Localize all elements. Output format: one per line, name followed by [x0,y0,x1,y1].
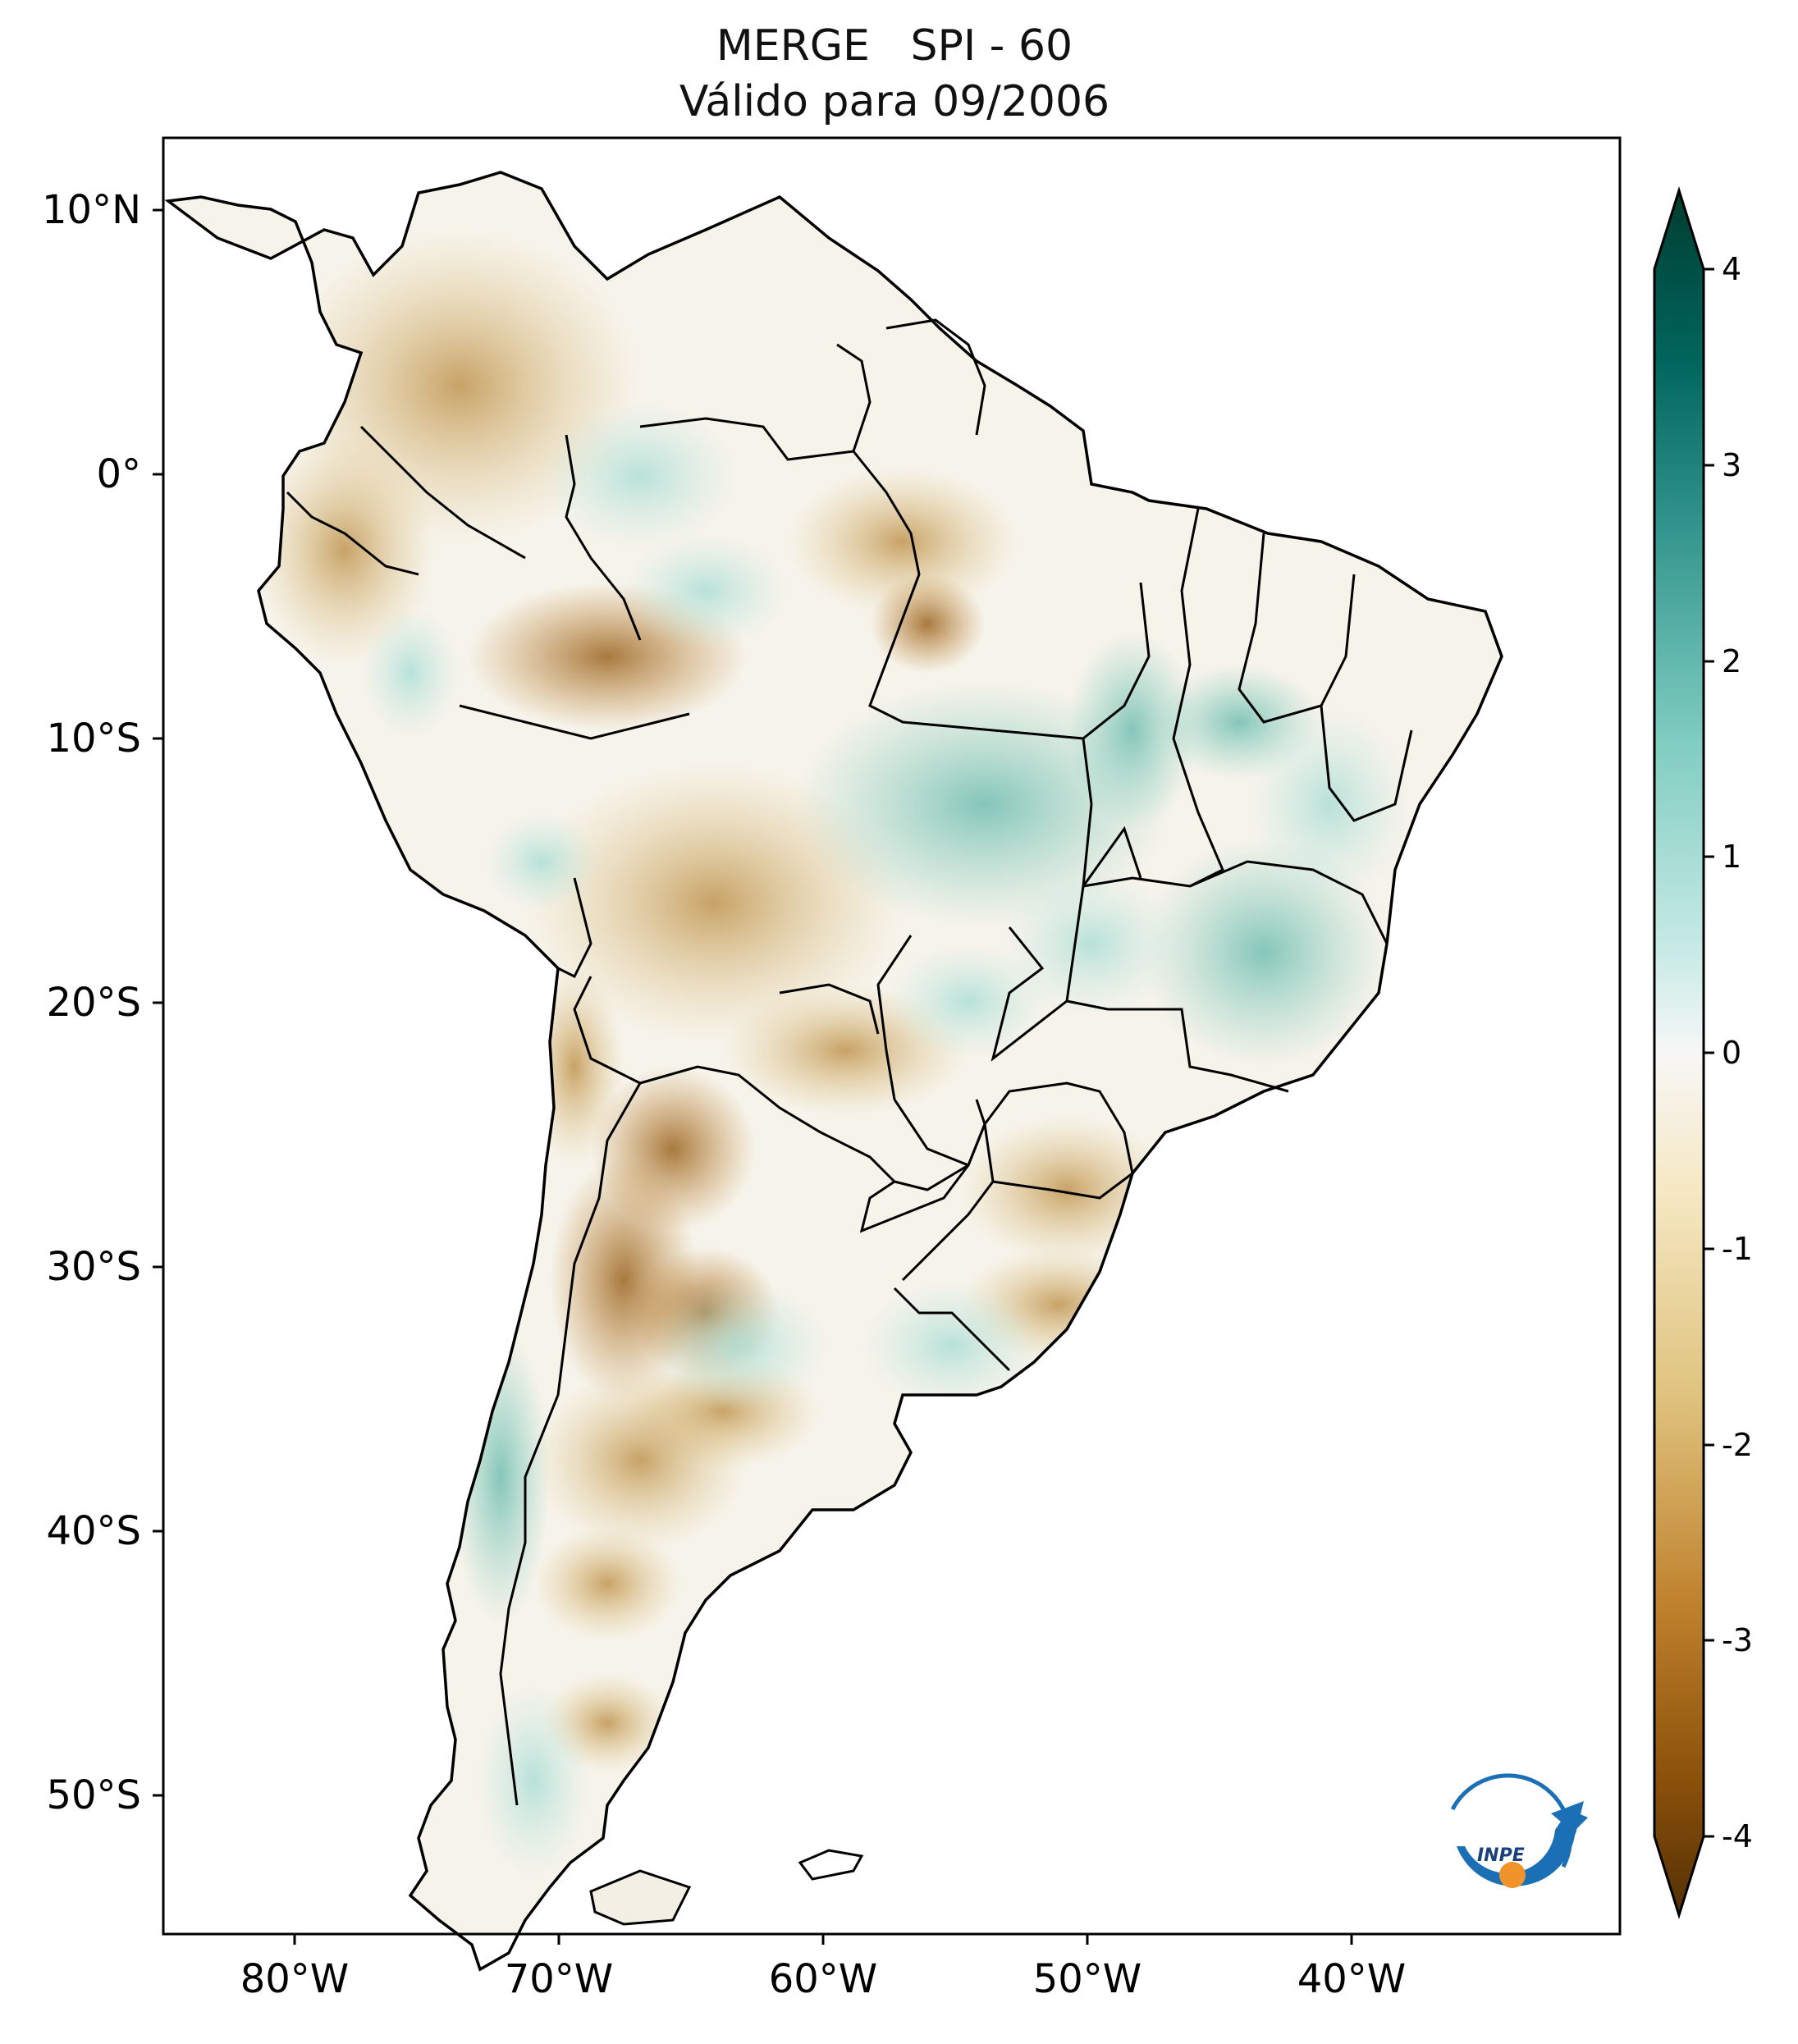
inpe-logo-text: INPE [1477,1845,1525,1866]
colorbar-tick-neg4: -4 [1722,1818,1753,1854]
lat-tick-20s: 20°S [46,980,141,1026]
lon-tick-50w: 50°W [1033,1956,1142,2002]
tierra-del-fuego [589,1869,692,1926]
falkland-islands [798,1849,864,1881]
colorbar-tick-2: 2 [1722,643,1741,679]
lat-tick-0: 0° [96,451,141,497]
inpe-logo: INPE [1450,1773,1588,1888]
lon-tick-80w: 80°W [240,1956,350,2002]
colorbar-body [1653,185,1705,1920]
lon-tick-70w: 70°W [505,1956,614,2002]
lat-tick-50s: 50°S [46,1772,141,1818]
lon-tick-40w: 40°W [1297,1956,1407,2002]
political-borders [286,318,1413,1806]
map-subtitle: Válido para 09/2006 [679,77,1110,126]
colorbar-tick-4: 4 [1722,251,1741,287]
colorbar-tick-neg2: -2 [1722,1427,1753,1463]
axis-ticks [153,208,1353,1945]
colorbar-tick-1: 1 [1722,839,1741,875]
map-title: MERGE SPI - 60 [716,21,1073,71]
lat-tick-10s: 10°S [46,716,141,761]
lat-tick-30s: 30°S [46,1244,141,1290]
lat-tick-10n: 10°N [42,187,141,233]
colorbar-tick-neg1: -1 [1722,1231,1753,1267]
axes-frame [162,136,1622,1936]
lat-tick-40s: 40°S [46,1508,141,1554]
colorbar-tick-0: 0 [1722,1035,1741,1071]
colorbar-tick-3: 3 [1722,447,1741,483]
lon-tick-60w: 60°W [769,1956,878,2002]
colorbar-tick-neg3: -3 [1722,1622,1753,1658]
colorbar: 4 3 2 1 0 -1 -2 -3 -4 [1653,185,1753,1920]
